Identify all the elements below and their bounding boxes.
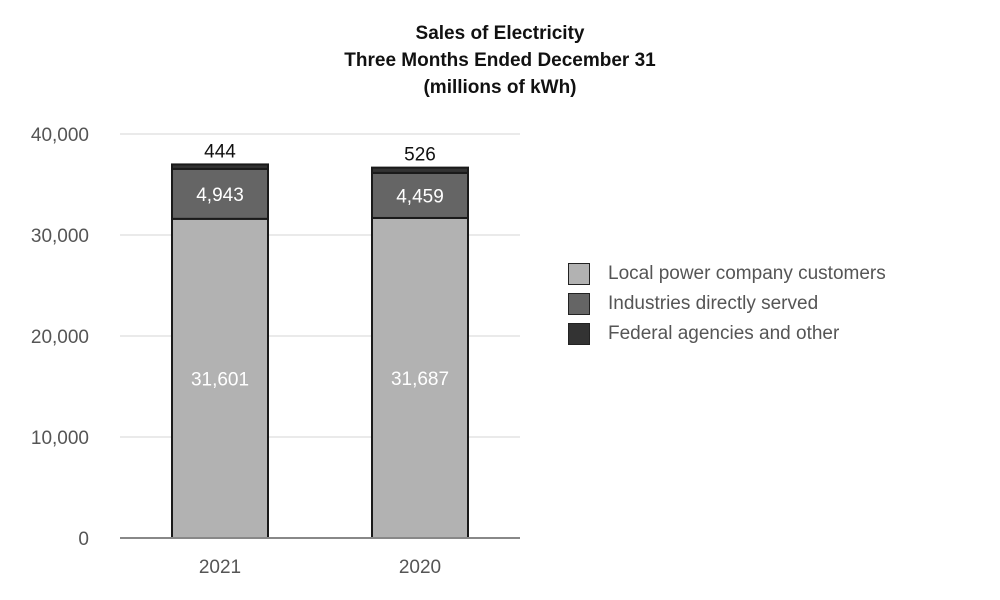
bar-segment: [171, 167, 269, 220]
bar-segment: [371, 166, 469, 174]
data-label: 4,943: [196, 185, 244, 206]
bar-segment: [371, 171, 469, 219]
data-label: 526: [404, 145, 436, 166]
chart-title: Sales of Electricity Three Months Ended …: [0, 20, 1000, 101]
legend-item-federal: Federal agencies and other: [568, 319, 886, 349]
data-label: 31,601: [191, 369, 249, 390]
chart-legend: Local power company customers Industries…: [568, 259, 886, 349]
bar-segment: [371, 216, 469, 539]
data-label: 444: [204, 141, 236, 162]
y-tick-label: 10,000: [31, 428, 89, 449]
bar-segment: [171, 163, 269, 170]
y-tick-label: 30,000: [31, 226, 89, 247]
x-tick-label: 2020: [399, 557, 441, 578]
legend-swatch-local-power: [568, 263, 590, 285]
data-label: 31,687: [391, 369, 449, 390]
legend-swatch-federal: [568, 323, 590, 345]
legend-label-local-power: Local power company customers: [608, 263, 886, 284]
chart-title-line-3: (millions of kWh): [423, 77, 577, 98]
legend-item-industries: Industries directly served: [568, 289, 886, 319]
legend-label-federal: Federal agencies and other: [608, 323, 840, 344]
legend-swatch-industries: [568, 293, 590, 315]
y-tick-label: 0: [78, 529, 89, 550]
chart-title-line-1: Sales of Electricity: [415, 23, 585, 44]
chart-title-line-2: Three Months Ended December 31: [344, 50, 656, 71]
y-tick-label: 40,000: [31, 125, 89, 146]
data-label: 4,459: [396, 186, 444, 207]
legend-label-industries: Industries directly served: [608, 293, 819, 314]
x-tick-label: 2021: [199, 557, 241, 578]
y-tick-label: 20,000: [31, 327, 89, 348]
legend-item-local-power: Local power company customers: [568, 259, 886, 289]
